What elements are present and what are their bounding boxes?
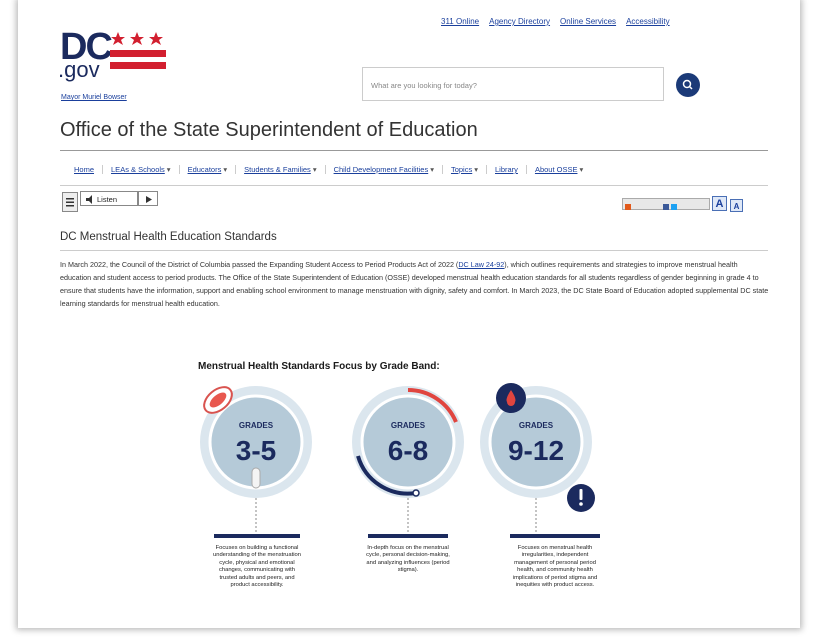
page-heading: DC Menstrual Health Education Standards <box>60 231 277 243</box>
law-link[interactable]: DC Law 24-92 <box>458 260 504 269</box>
nav-item[interactable]: Home <box>66 165 103 174</box>
play-button[interactable] <box>138 191 158 206</box>
nav-item[interactable]: Library <box>487 165 527 174</box>
share-widget[interactable] <box>622 198 710 210</box>
logo-gov[interactable]: .gov <box>58 57 100 83</box>
alert-icon <box>567 484 595 512</box>
nav-item[interactable]: Educators <box>180 165 237 174</box>
infographic: GRADES 3-5 GRADES 6-8 <box>18 370 800 550</box>
band-bar <box>368 534 448 538</box>
grades-range: 9-12 <box>508 435 564 466</box>
tampon-icon <box>252 468 260 488</box>
grades-range: 3-5 <box>236 435 276 466</box>
share-icons <box>623 202 709 212</box>
grades-label: GRADES <box>519 421 554 430</box>
band-description: Focuses on menstrual health irregulariti… <box>509 545 601 589</box>
band-bar <box>510 534 600 538</box>
menu-icon <box>63 193 77 211</box>
utility-link[interactable]: Online Services <box>560 17 616 26</box>
logo-flag <box>110 30 170 80</box>
search-icon <box>676 73 700 97</box>
nav-item[interactable]: LEAs & Schools <box>103 165 180 174</box>
band-description: Focuses on building a functional underst… <box>211 545 303 589</box>
search-input[interactable]: What are you looking for today? <box>362 67 664 101</box>
grades-label: GRADES <box>239 421 274 430</box>
page-frame: 311 Online Agency Directory Online Service… <box>18 0 800 628</box>
search-button[interactable] <box>676 73 700 97</box>
grade-band: GRADES 3-5 <box>199 382 312 538</box>
font-decrease[interactable]: A <box>730 199 743 212</box>
arc-dot <box>413 490 419 496</box>
band-bar <box>214 534 300 538</box>
intro-paragraph: In March 2022, the Council of the Distri… <box>60 258 770 310</box>
speaker-icon <box>85 195 95 204</box>
mayor-link[interactable]: Mayor Muriel Bowser <box>61 94 127 101</box>
play-icon <box>139 192 159 207</box>
site-title: Office of the State Superintendent of Ed… <box>60 119 478 142</box>
nav-rule <box>60 185 768 186</box>
logo-stripe <box>110 62 166 69</box>
nav-item[interactable]: About OSSE <box>527 165 591 174</box>
nav-item[interactable]: Child Development Facilities <box>326 165 443 174</box>
listen-button[interactable]: Listen <box>80 191 138 206</box>
drop-icon <box>496 383 526 413</box>
utility-links: 311 Online Agency Directory Online Service… <box>441 17 680 26</box>
utility-link[interactable]: Agency Directory <box>489 17 550 26</box>
font-increase[interactable]: A <box>712 196 727 211</box>
utility-link[interactable]: Accessibility <box>626 17 670 26</box>
paragraph-text: In March 2022, the Council of the Distri… <box>60 260 458 269</box>
grades-label: GRADES <box>391 421 426 430</box>
band-description: In-depth focus on the menstrual cycle, p… <box>362 545 454 575</box>
page: OSSE html, body { margin: 0; padding: 0;… <box>0 0 823 637</box>
logo-stars <box>111 32 163 45</box>
grade-band: GRADES 6-8 <box>352 386 464 538</box>
utility-link[interactable]: 311 Online <box>441 17 479 26</box>
title-rule <box>60 150 768 151</box>
grade-band: GRADES 9-12 <box>480 383 600 538</box>
nav-item[interactable]: Topics <box>443 165 487 174</box>
menu-button[interactable] <box>62 192 78 212</box>
nav-item[interactable]: Students & Families <box>236 165 325 174</box>
body: { "header": { "utility_links": ["311 Onl… <box>0 0 823 637</box>
heading-rule <box>60 250 768 251</box>
listen-label: Listen <box>97 195 117 204</box>
grades-range: 6-8 <box>388 435 428 466</box>
logo-stripe <box>110 50 166 57</box>
